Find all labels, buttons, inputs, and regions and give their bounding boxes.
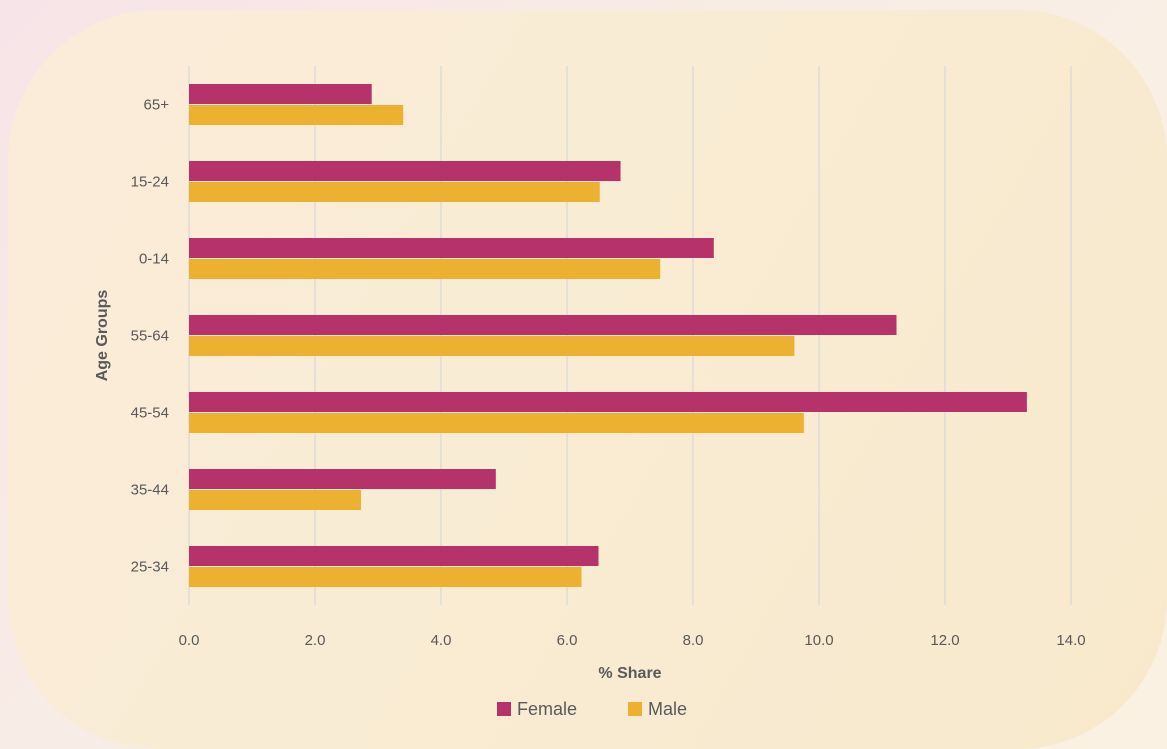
legend-label-male: Male bbox=[648, 699, 687, 719]
x-tick-labels: 0.0 2.0 4.0 6.0 8.0 10.0 12.0 14.0 bbox=[179, 632, 1086, 649]
y-tick-label: 0-14 bbox=[139, 251, 169, 268]
legend: Female Male bbox=[497, 699, 687, 719]
bar-male-15-24 bbox=[189, 182, 600, 202]
gridlines bbox=[188, 66, 1072, 605]
bar-female-35-44 bbox=[189, 469, 496, 489]
y-tick-label: 65+ bbox=[144, 97, 170, 114]
y-tick-label: 15-24 bbox=[131, 174, 169, 191]
x-tick-label: 0.0 bbox=[179, 632, 200, 649]
bar-male-45-54 bbox=[189, 413, 804, 433]
y-tick-label: 55-64 bbox=[131, 328, 169, 345]
chart-background-panel bbox=[8, 10, 1167, 749]
bar-female-65+ bbox=[189, 84, 372, 104]
bar-female-25-34 bbox=[189, 546, 599, 566]
x-tick-label: 6.0 bbox=[557, 632, 578, 649]
bar-male-0-14 bbox=[189, 259, 661, 279]
y-tick-label: 25-34 bbox=[131, 559, 169, 576]
bar-female-0-14 bbox=[189, 238, 714, 258]
x-axis-title: % Share bbox=[598, 665, 661, 682]
y-tick-labels: 65+ 15-24 0-14 55-64 45-54 35-44 25-34 bbox=[131, 97, 170, 576]
x-tick-label: 8.0 bbox=[683, 632, 704, 649]
legend-label-female: Female bbox=[517, 699, 577, 719]
bars bbox=[189, 84, 1027, 587]
y-tick-label: 45-54 bbox=[131, 405, 169, 422]
x-tick-label: 10.0 bbox=[804, 632, 833, 649]
bar-male-65+ bbox=[189, 105, 404, 125]
legend-swatch-male bbox=[628, 702, 642, 716]
y-axis-title: Age Groups bbox=[94, 290, 111, 382]
bar-female-15-24 bbox=[189, 161, 621, 181]
legend-swatch-female bbox=[497, 702, 511, 716]
bar-male-35-44 bbox=[189, 490, 361, 510]
x-tick-label: 2.0 bbox=[305, 632, 326, 649]
x-tick-label: 14.0 bbox=[1056, 632, 1085, 649]
y-tick-label: 35-44 bbox=[131, 482, 169, 499]
x-tick-label: 4.0 bbox=[431, 632, 452, 649]
bar-female-45-54 bbox=[189, 392, 1027, 412]
bar-female-55-64 bbox=[189, 315, 897, 335]
bar-male-55-64 bbox=[189, 336, 795, 356]
x-tick-label: 12.0 bbox=[930, 632, 959, 649]
bar-male-25-34 bbox=[189, 567, 582, 587]
